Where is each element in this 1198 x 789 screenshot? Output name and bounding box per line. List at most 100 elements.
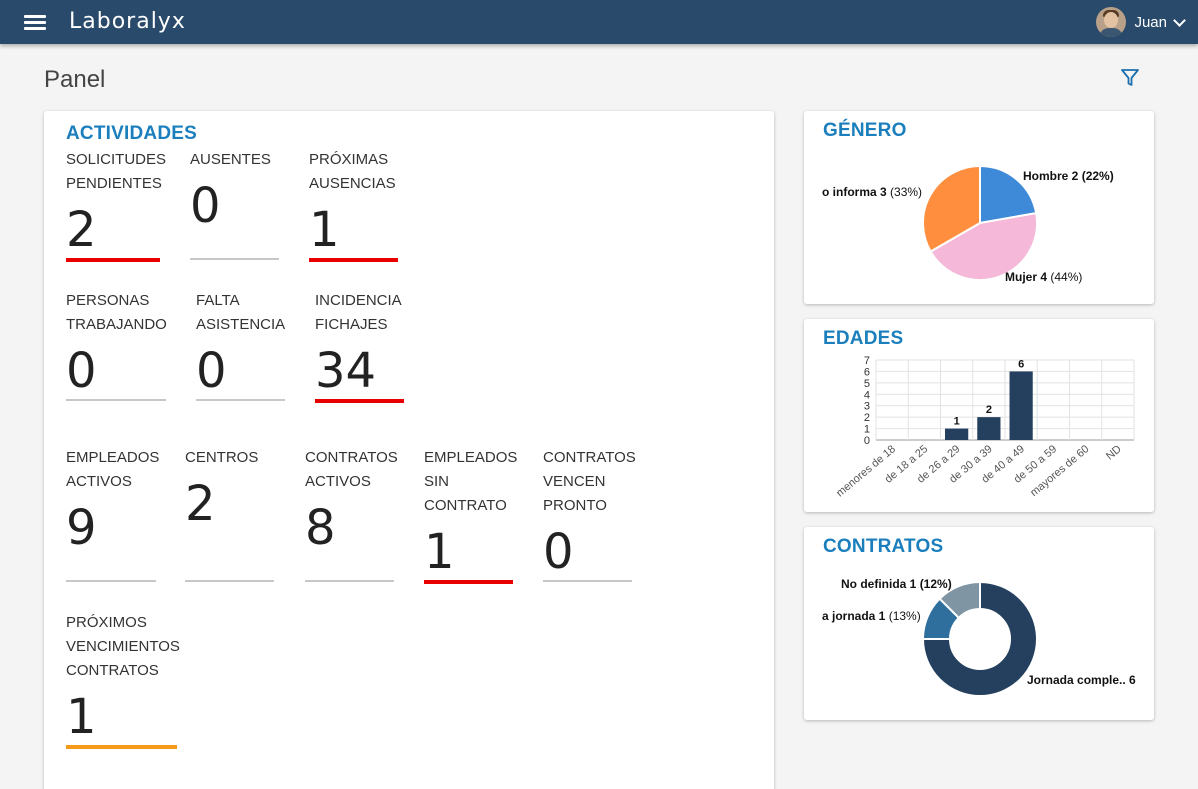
bar-2[interactable] [945,428,969,440]
stat-label: SOLICITUDES [66,151,167,168]
stat-underline [66,580,156,582]
stat-8[interactable]: CONTRATOS ACTIVOS 8 [305,446,398,582]
stat-label: AUSENCIAS [309,175,396,192]
stat-label: ASISTENCIA [196,316,286,333]
donut-label-jornada-completa: Jornada comple.. 6 [1027,673,1136,687]
stat-label: CENTROS [185,449,259,466]
bar-value-label: 6 [1018,358,1024,370]
menu-icon[interactable] [20,11,50,33]
contracts-donut-chart [921,580,1038,697]
y-tick-label: 1 [864,424,870,436]
bar-3[interactable] [977,417,1001,440]
stat-label: VENCIMIENTOS [66,638,180,655]
pie-label-hombre: Hombre 2 (22%) [1023,169,1114,183]
stat-underline [305,580,394,582]
stat-label: PRONTO [543,497,607,514]
pie-slice-2[interactable] [938,580,981,620]
x-tick-label: ND [1104,443,1124,462]
stat-underline [315,399,404,403]
stat-3[interactable]: PERSONAS TRABAJANDO 0 [66,289,167,401]
avatar[interactable] [1096,7,1127,37]
user-name[interactable]: Juan [1134,13,1167,31]
bar-value-label: 2 [986,404,992,416]
stat-label: PENDIENTES [66,175,162,192]
stat-label: CONTRATOS [305,449,398,466]
y-tick-label: 0 [864,435,870,447]
stat-value: 2 [185,476,216,532]
pie-slice-2[interactable] [922,164,981,253]
contracts-title: CONTRATOS [823,536,944,557]
y-tick-label: 5 [864,378,870,390]
stat-1[interactable]: AUSENTES 0 [190,148,279,260]
stat-value: 1 [424,524,455,580]
stat-value: 9 [66,500,97,556]
activities-card: ACTIVIDADES SOLICITUDES PENDIENTES 2 AUSENT… [44,111,774,789]
stat-underline [185,580,274,582]
stat-label: EMPLEADOS [66,449,160,466]
stat-2[interactable]: PRÓXIMAS AUSENCIAS 1 [309,148,398,262]
stat-4[interactable]: FALTA ASISTENCIA 0 [196,289,286,401]
chevron-down-icon[interactable] [1173,13,1186,27]
pie-slice-1[interactable] [929,211,1038,281]
stat-underline [66,399,166,401]
stat-value: 2 [66,202,97,258]
stat-6[interactable]: EMPLEADOS ACTIVOS 9 [66,446,160,582]
stat-7[interactable]: CENTROS 2 [185,446,274,582]
y-tick-label: 2 [864,412,870,424]
stat-underline [66,258,160,262]
stat-label: FALTA [196,292,240,309]
gender-title: GÉNERO [823,120,907,141]
stat-label: PRÓXIMOS [66,614,147,631]
gender-card: GÉNERO Hombre 2 (22%) Mujer 4 (44%) o in… [804,111,1154,304]
stat-label: VENCEN [543,473,606,490]
stat-11[interactable]: PRÓXIMOS VENCIMIENTOS CONTRATOS 1 [66,611,180,749]
stat-value: 0 [543,524,574,580]
pie-label-mujer: Mujer 4 (44%) [1005,270,1083,284]
pie-slice-0[interactable] [921,580,1038,697]
app-brand[interactable]: Laboralyx [69,9,186,34]
pie-label-no-informa: o informa 3 (33%) [822,185,923,199]
stat-5[interactable]: INCIDENCIA FICHAJES 34 [315,289,404,403]
stat-underline [309,258,398,262]
stat-label: CONTRATO [424,497,507,514]
donut-label-media-jornada: a jornada 1 (13%) [822,609,921,623]
stat-underline [66,745,177,749]
stat-label: PRÓXIMAS [309,151,389,168]
stat-value: 0 [190,178,221,234]
contracts-card: CONTRATOS No definida 1 (12%) a jornada … [804,527,1154,720]
stat-10[interactable]: CONTRATOS VENCEN PRONTO 0 [543,446,636,582]
stat-label: ACTIVOS [66,473,132,490]
bar-value-label: 1 [954,416,960,428]
y-tick-label: 6 [864,366,870,378]
stat-label: TRABAJANDO [66,316,167,333]
user-menu[interactable]: Juan [1096,7,1186,37]
stat-9[interactable]: EMPLEADOS SIN CONTRATO 1 [424,446,518,584]
stat-label: CONTRATOS [66,662,159,679]
stat-value: 34 [315,343,377,399]
pie-slice-0[interactable] [979,164,1038,225]
donut-label-no-definida: No definida 1 (12%) [841,577,952,591]
stat-underline [424,580,513,584]
stat-underline [543,580,632,582]
stat-label: PERSONAS [66,292,150,309]
stat-underline [190,258,279,260]
stat-label: AUSENTES [190,151,271,168]
stat-label: INCIDENCIA [315,292,402,309]
activities-title: ACTIVIDADES [66,123,197,144]
y-tick-label: 4 [864,389,870,401]
filter-icon[interactable] [1120,68,1140,88]
y-tick-label: 3 [864,401,870,413]
stat-label: FICHAJES [315,316,388,333]
stat-label: ACTIVOS [305,473,371,490]
x-tick-label: mayores de 60 [1028,443,1091,499]
stat-label: EMPLEADOS [424,449,518,466]
stat-value: 1 [309,202,340,258]
bar-4[interactable] [1009,371,1033,440]
page-title: Panel [44,66,106,93]
y-tick-label: 7 [864,355,870,367]
stat-underline [196,399,285,401]
stat-0[interactable]: SOLICITUDES PENDIENTES 2 [66,148,167,262]
stat-value: 8 [305,500,336,556]
stat-value: 0 [196,343,227,399]
